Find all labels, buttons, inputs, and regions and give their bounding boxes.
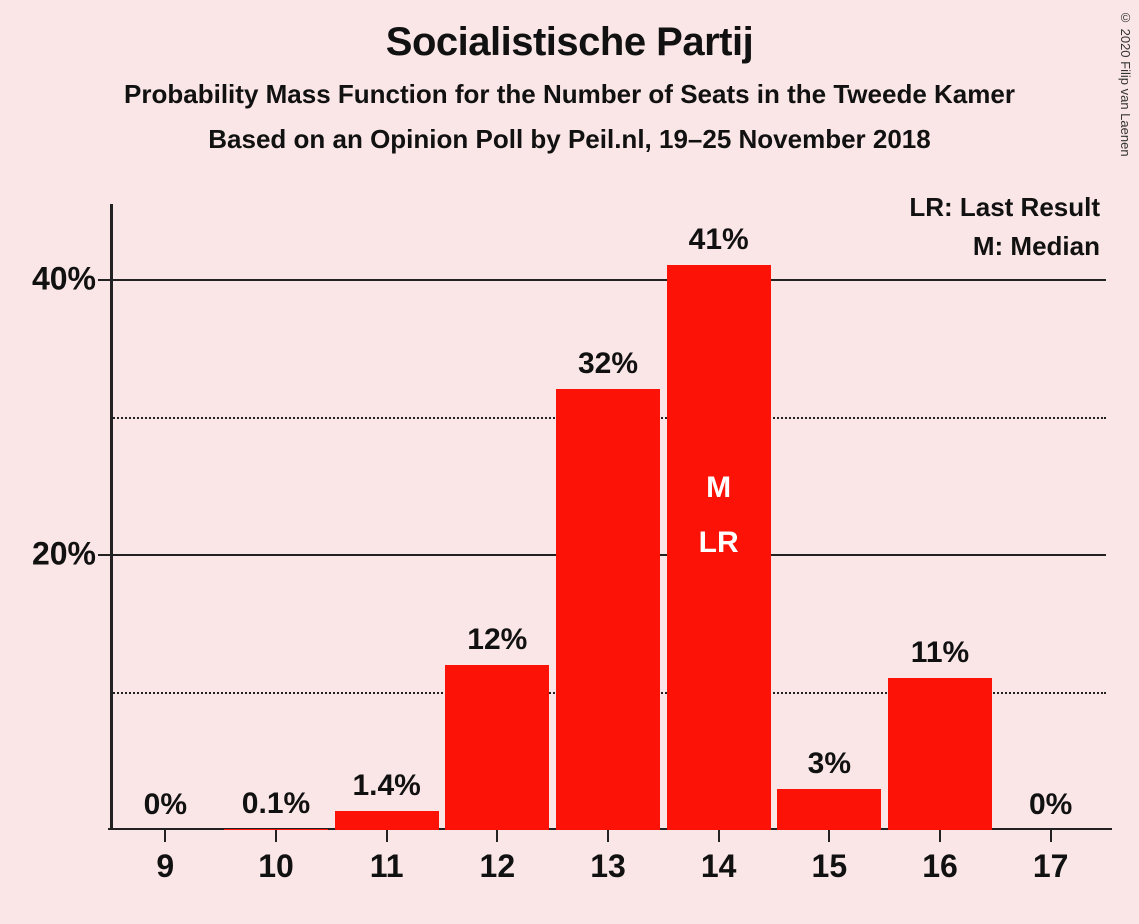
x-tick-label: 16 — [922, 830, 958, 885]
bar-value-label: 0% — [144, 788, 187, 830]
y-tick-label: 40% — [32, 260, 110, 297]
bar-value-label: 32% — [578, 347, 638, 389]
chart-title: Socialistische Partij — [0, 0, 1139, 65]
x-tick-label: 13 — [590, 830, 626, 885]
bar-value-label: 1.4% — [352, 769, 420, 811]
bar-value-label: 0% — [1029, 788, 1072, 830]
bar-value-label: 41% — [689, 223, 749, 265]
bar-value-label: 12% — [467, 623, 527, 665]
bar-marker: LR — [699, 526, 739, 560]
bar — [888, 678, 992, 830]
bar — [556, 389, 660, 830]
bar-value-label: 3% — [808, 747, 851, 789]
x-tick-label: 9 — [156, 830, 174, 885]
gridline-major — [110, 279, 1106, 281]
x-tick-label: 11 — [370, 830, 404, 885]
x-tick-label: 10 — [258, 830, 294, 885]
y-axis-line — [110, 204, 113, 830]
x-tick-label: 12 — [480, 830, 516, 885]
x-tick-label: 14 — [701, 830, 737, 885]
bar — [777, 789, 881, 830]
legend-line-lr: LR: Last Result — [909, 188, 1100, 227]
x-tick-label: 17 — [1033, 830, 1069, 885]
chart-subtitle-2: Based on an Opinion Poll by Peil.nl, 19–… — [0, 124, 1139, 155]
bar-value-label: 11% — [911, 636, 969, 678]
legend-line-m: M: Median — [909, 227, 1100, 266]
copyright-text: © 2020 Filip van Laenen — [1118, 10, 1133, 157]
y-tick-label: 20% — [32, 536, 110, 573]
legend: LR: Last ResultM: Median — [909, 188, 1100, 266]
bar — [335, 811, 439, 830]
bar-marker: M — [706, 471, 731, 505]
chart-plot-area: LR: Last ResultM: Median 20%40%0%90.1%10… — [110, 210, 1106, 830]
bar-value-label: 0.1% — [242, 787, 310, 829]
chart-subtitle-1: Probability Mass Function for the Number… — [0, 79, 1139, 110]
bar — [445, 665, 549, 830]
x-tick-label: 15 — [812, 830, 848, 885]
